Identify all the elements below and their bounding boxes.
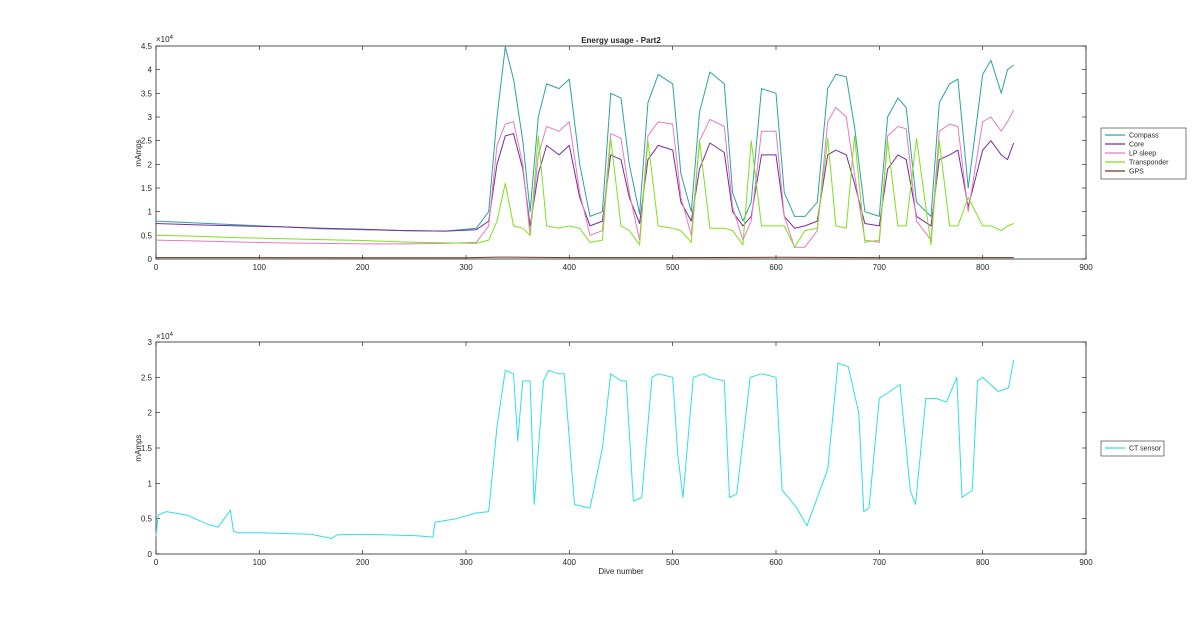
x-tick-label: 100: [253, 263, 267, 272]
y-tick-label: 2: [148, 409, 153, 418]
bottom-y-exponent: ×104: [156, 332, 174, 341]
legend-label: GPS: [1129, 169, 1144, 176]
y-tick-label: 4: [148, 66, 153, 75]
legend-label: LP sleep: [1129, 151, 1156, 158]
y-tick-label: 1.5: [141, 444, 153, 453]
x-tick-label: 500: [666, 263, 680, 272]
x-tick-label: 600: [769, 263, 783, 272]
x-tick-label: 800: [976, 263, 990, 272]
y-tick-label: 3: [148, 113, 153, 122]
bottom-y-axis-label: mAmps: [134, 434, 143, 461]
legend-box: [1100, 440, 1165, 457]
top-axis-ticks: 0 100 200 300 400 500 600 700 800 900 0 0.5 1 1.5 2 2.5…: [141, 42, 1093, 272]
y-tick-label: 0: [148, 255, 153, 264]
top-y-exponent: ×104: [156, 35, 174, 44]
x-tick-label: 600: [769, 558, 783, 567]
y-tick-label: 1.5: [141, 184, 153, 193]
bottom-axes: Dive number mAmps ×104 0 100 200 300 400 500 6…: [134, 332, 1165, 576]
top-axes: Energy usage - Part2 mAmps ×104 0 100 200 3…: [134, 35, 1187, 272]
bottom-x-axis-label: Dive number: [598, 567, 644, 576]
legend-label: Core: [1129, 142, 1144, 149]
series-line-transponder: [155, 135, 1014, 248]
x-tick-label: 500: [666, 558, 680, 567]
bottom-legend: CT sensor: [1100, 440, 1165, 457]
y-tick-label: 0.5: [141, 231, 153, 240]
bottom-axis-ticks: 0 100 200 300 400 500 600 700 800 900 0 0.5 1 1.5 2 2.5…: [141, 338, 1093, 567]
x-tick-label: 200: [356, 263, 370, 272]
top-y-axis-label: mAmps: [134, 139, 143, 166]
series-line-gps: [156, 256, 1014, 259]
x-tick-label: 400: [563, 263, 577, 272]
x-tick-label: 700: [873, 263, 887, 272]
bottom-series-lines: [155, 359, 1015, 539]
x-tick-label: 200: [356, 558, 370, 567]
x-tick-label: 700: [873, 558, 887, 567]
x-tick-label: 900: [1079, 558, 1093, 567]
x-tick-label: 400: [563, 558, 577, 567]
bottom-plot-area: [155, 341, 1087, 555]
top-chart-title: Energy usage - Part2: [581, 36, 661, 45]
legend-label: CT sensor: [1129, 446, 1162, 453]
y-tick-label: 3: [148, 338, 153, 347]
top-legend: Compass Core LP sleep Transponder GPS: [1100, 127, 1187, 180]
x-tick-label: 0: [154, 263, 159, 272]
y-tick-label: 0.5: [141, 515, 153, 524]
x-tick-label: 300: [459, 263, 473, 272]
y-tick-label: 2.5: [141, 137, 153, 146]
legend-label: Compass: [1129, 133, 1159, 140]
y-tick-label: 3.5: [141, 89, 153, 98]
x-tick-label: 100: [253, 558, 267, 567]
y-tick-label: 2: [148, 160, 153, 169]
y-tick-label: 1: [148, 208, 153, 217]
x-tick-label: 900: [1079, 263, 1093, 272]
series-line-ct-sensor: [155, 359, 1015, 539]
y-tick-label: 4.5: [141, 42, 153, 51]
legend-label: Transponder: [1129, 160, 1169, 167]
y-tick-label: 2.5: [141, 373, 153, 382]
x-tick-label: 300: [459, 558, 473, 567]
y-tick-label: 1: [148, 479, 153, 488]
x-tick-label: 800: [976, 558, 990, 567]
x-tick-label: 0: [154, 558, 159, 567]
top-series-lines: [155, 46, 1015, 259]
series-line-core: [155, 133, 1015, 232]
y-tick-label: 0: [148, 550, 153, 559]
